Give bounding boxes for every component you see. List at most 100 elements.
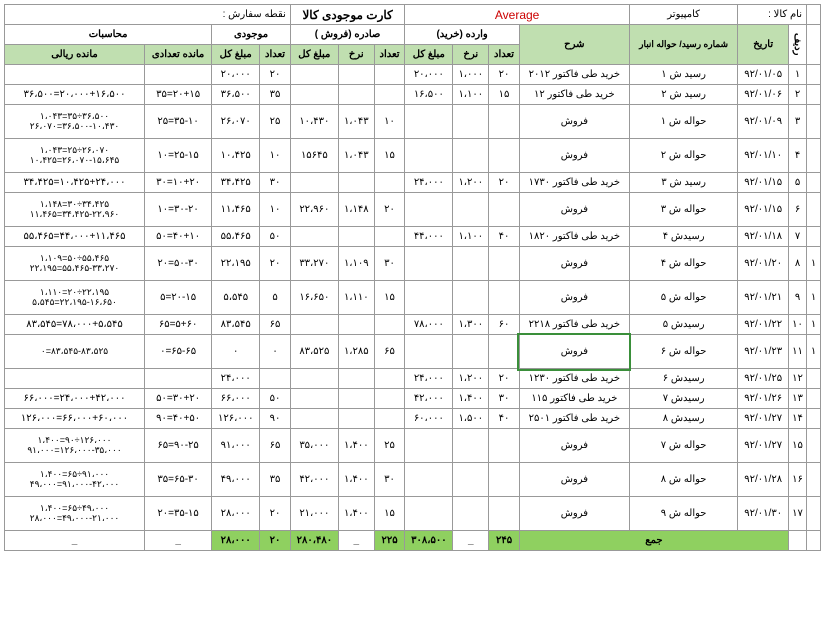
- cell-in-total: ۶۰،۰۰۰: [405, 409, 453, 429]
- cell-bal-val: ۱۲۶،۰۰۰÷۹۰=۱،۴۰۰۱۲۶،۰۰۰-۳۵،۰۰۰=۹۱،۰۰۰: [5, 429, 145, 463]
- cell-out-total: ۸۳،۵۲۵: [290, 335, 338, 369]
- sum-out-qty: ۲۲۵: [374, 531, 405, 551]
- cell-out-rate: ۱،۲۸۵: [338, 335, 374, 369]
- cell-in-total: [405, 281, 453, 315]
- sum-in-total: ۳۰۸،۵۰۰: [405, 531, 453, 551]
- sum-stock-qty: ۲۰: [260, 531, 291, 551]
- row-edge: ۱: [807, 315, 821, 335]
- table-row: ۷۹۲/۰۱/۱۸رسیدش ۴خرید طی فاکتور ۱۸۲۰۴۰۱،۱…: [5, 227, 821, 247]
- cell-out-rate: ۱،۱۰۹: [338, 247, 374, 281]
- cell-out-rate: ۱،۴۰۰: [338, 429, 374, 463]
- cell-in-qty: ۴۰: [489, 409, 520, 429]
- row-edge: [807, 497, 821, 531]
- cell-out-rate: ۱،۰۴۳: [338, 139, 374, 173]
- cell-bal-val: [5, 369, 145, 389]
- cell-date: ۹۲/۰۱/۰۶: [738, 85, 789, 105]
- cell-stock-total: ۱۰،۴۲۵: [212, 139, 260, 173]
- cell-in-rate: ۱،۵۰۰: [453, 409, 489, 429]
- table-row: ۱۸۹۲/۰۱/۲۰حواله ش ۴فروش۳۰۱،۱۰۹۳۳،۲۷۰۲۰۲۲…: [5, 247, 821, 281]
- card-title: کارت موجودی کالا: [290, 5, 405, 25]
- cell-bal-qty: ۵۰-۳۰=۲۰: [145, 247, 212, 281]
- cell-out-qty: [374, 409, 405, 429]
- cell-stock-qty: ۲۰: [260, 247, 291, 281]
- cell-bal-val: ۴۴،۰۰۰+۱۱،۴۶۵=۵۵،۴۶۵: [5, 227, 145, 247]
- cell-in-total: [405, 429, 453, 463]
- col-stock-total: مبلغ کل: [212, 45, 260, 65]
- cell-out-qty: [374, 85, 405, 105]
- col-bal-val: مانده ریالی: [5, 45, 145, 65]
- cell-in-rate: ۱،۰۰۰: [453, 65, 489, 85]
- cell-desc: فروش: [519, 429, 629, 463]
- cell-in-rate: ۱،۲۰۰: [453, 173, 489, 193]
- cell-in-qty: [489, 193, 520, 227]
- cell-doc: حواله ش ۶: [629, 335, 738, 369]
- cell-stock-total: ۲۶،۰۷۰: [212, 105, 260, 139]
- cell-out-qty: [374, 315, 405, 335]
- cell-out-qty: ۶۵: [374, 335, 405, 369]
- cell-desc: خرید طی فاکتور ۱۸۲۰: [519, 227, 629, 247]
- cell-out-qty: ۱۵: [374, 497, 405, 531]
- cell-doc: رسید ش ۱: [629, 65, 738, 85]
- cell-bal-qty: ۲۵-۱۵=۱۰: [145, 139, 212, 173]
- cell-stock-qty: ۲۰: [260, 497, 291, 531]
- row-edge: [807, 369, 821, 389]
- col-out-rate: نرخ: [338, 45, 374, 65]
- cell-stock-qty: ۳۵: [260, 463, 291, 497]
- row-number: ۱۵: [789, 429, 807, 463]
- cell-out-qty: [374, 65, 405, 85]
- cell-out-rate: ۱،۱۴۸: [338, 193, 374, 227]
- cell-bal-val: ۸۳،۵۴۵-۸۳،۵۲۵=۰: [5, 335, 145, 369]
- cell-date: ۹۲/۰۱/۱۸: [738, 227, 789, 247]
- cell-out-rate: ۱،۴۰۰: [338, 497, 374, 531]
- row-edge: ۱: [807, 335, 821, 369]
- cell-doc: حواله ش ۷: [629, 429, 738, 463]
- sum-stock-total: ۲۸،۰۰۰: [212, 531, 260, 551]
- cell-out-rate: ۱،۱۱۰: [338, 281, 374, 315]
- sum-in-qty: ۲۴۵: [489, 531, 520, 551]
- cell-in-rate: [453, 139, 489, 173]
- table-row: ۱۳۹۲/۰۱/۲۶رسیدش ۷خرید طی فاکتور ۱۱۵۳۰۱،۴…: [5, 389, 821, 409]
- cell-desc: خرید طی فاکتور ۱۷۳۰: [519, 173, 629, 193]
- cell-out-total: [290, 227, 338, 247]
- cell-bal-val: ۳۶،۵۰۰÷۳۵=۱،۰۴۳۳۶،۵۰۰-۱۰،۴۳۰=۲۶،۰۷۰: [5, 105, 145, 139]
- row-number: ۲: [789, 85, 807, 105]
- row-edge: [807, 463, 821, 497]
- group-in: وارده (خرید): [405, 25, 520, 45]
- cell-doc: رسید ش ۲: [629, 85, 738, 105]
- cell-in-qty: [489, 105, 520, 139]
- cell-desc: خرید طی فاکتور ۱۲۳۰: [519, 369, 629, 389]
- row-number: ۱۴: [789, 409, 807, 429]
- row-number: ۴: [789, 139, 807, 173]
- cell-out-total: [290, 173, 338, 193]
- cell-in-rate: [453, 497, 489, 531]
- group-stock: موجودی: [212, 25, 291, 45]
- cell-date: ۹۲/۰۱/۲۷: [738, 409, 789, 429]
- table-row: ۱۱۰۹۲/۰۱/۲۲رسیدش ۵خرید طی فاکتور ۲۲۱۸۶۰۱…: [5, 315, 821, 335]
- cell-desc: فروش: [519, 335, 629, 369]
- cell-stock-qty: ۹۰: [260, 409, 291, 429]
- cell-doc: رسیدش ۵: [629, 315, 738, 335]
- cell-in-qty: ۶۰: [489, 315, 520, 335]
- cell-in-rate: ۱،۴۰۰: [453, 389, 489, 409]
- cell-in-qty: [489, 497, 520, 531]
- cell-date: ۹۲/۰۱/۲۷: [738, 429, 789, 463]
- cell-stock-qty: ۵: [260, 281, 291, 315]
- cell-out-rate: [338, 389, 374, 409]
- cell-out-total: [290, 389, 338, 409]
- cell-bal-qty: ۴۰+۱۰=۵۰: [145, 227, 212, 247]
- sum-in-rate: _: [453, 531, 489, 551]
- cell-stock-total: ۲۰،۰۰۰: [212, 65, 260, 85]
- cell-date: ۹۲/۰۱/۲۲: [738, 315, 789, 335]
- cell-doc: رسیدش ۸: [629, 409, 738, 429]
- cell-stock-total: ۲۸،۰۰۰: [212, 497, 260, 531]
- cell-out-rate: [338, 315, 374, 335]
- row-edge: [807, 409, 821, 429]
- cell-bal-val: ۹۱،۰۰۰÷۶۵=۱،۴۰۰۹۱،۰۰۰-۴۲،۰۰۰=۴۹،۰۰۰: [5, 463, 145, 497]
- table-row: ۳۹۲/۰۱/۰۹حواله ش ۱فروش۱۰۱،۰۴۳۱۰،۴۳۰۲۵۲۶،…: [5, 105, 821, 139]
- cell-date: ۹۲/۰۱/۳۰: [738, 497, 789, 531]
- row-number: ۵: [789, 173, 807, 193]
- cell-in-qty: [489, 247, 520, 281]
- sum-bq: _: [145, 531, 212, 551]
- col-date: تاریخ: [738, 25, 789, 65]
- cell-out-qty: ۳۰: [374, 247, 405, 281]
